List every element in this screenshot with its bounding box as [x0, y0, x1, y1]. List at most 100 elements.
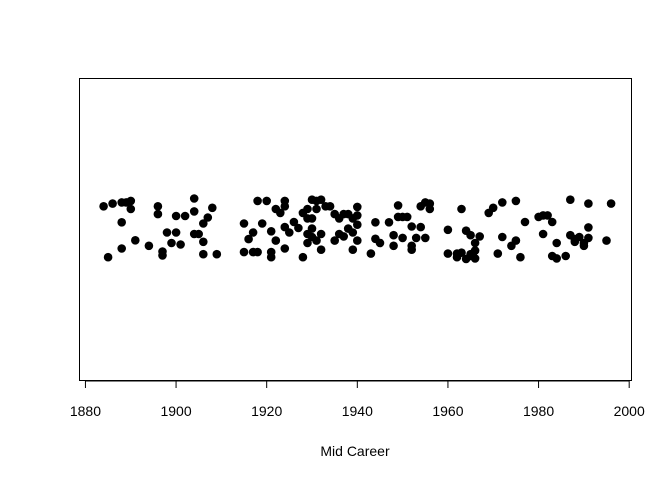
data-point: [253, 196, 262, 206]
data-point: [244, 234, 253, 244]
data-point: [280, 244, 290, 253]
data-point: [538, 229, 548, 239]
data-point: [294, 223, 303, 233]
data-point: [348, 228, 358, 237]
data-point: [339, 232, 349, 241]
data-point: [316, 229, 326, 239]
data-point: [194, 229, 203, 239]
data-point: [579, 241, 589, 251]
data-point: [248, 228, 258, 237]
data-point: [262, 196, 272, 206]
data-point: [516, 252, 525, 262]
data-point: [307, 214, 317, 223]
data-point: [547, 217, 557, 227]
data-point: [407, 241, 417, 251]
data-point: [425, 204, 435, 214]
data-point: [276, 208, 285, 218]
data-point: [316, 245, 326, 254]
data-point: [421, 233, 430, 243]
data-point: [126, 204, 136, 214]
data-point: [566, 195, 575, 204]
data-point: [371, 218, 380, 227]
data-point: [353, 202, 362, 212]
data-point: [457, 204, 466, 214]
x-tick-label: 1960: [432, 403, 463, 419]
data-point: [470, 238, 480, 248]
data-point: [584, 199, 593, 208]
data-point: [303, 204, 312, 214]
data-point: [411, 233, 421, 243]
data-point: [171, 211, 181, 221]
data-point: [498, 198, 507, 207]
data-point: [180, 211, 190, 221]
data-point: [389, 230, 398, 240]
data-point: [208, 203, 217, 213]
data-point: [561, 251, 570, 261]
data-point: [366, 249, 376, 258]
data-point: [162, 228, 172, 237]
data-point: [285, 228, 294, 237]
data-point: [575, 232, 584, 242]
data-point: [375, 238, 385, 248]
data-point: [176, 240, 185, 249]
data-point: [289, 217, 299, 227]
data-point: [353, 236, 362, 245]
data-point: [457, 248, 466, 257]
x-tick-label: 1880: [70, 403, 101, 419]
data-point: [108, 199, 117, 208]
data-point: [488, 203, 498, 213]
data-point: [389, 241, 398, 251]
data-point: [353, 220, 362, 229]
data-point: [402, 212, 412, 222]
data-point: [407, 222, 417, 231]
data-point: [398, 233, 407, 243]
data-point: [498, 232, 507, 242]
data-point: [189, 194, 199, 203]
data-point: [117, 218, 126, 227]
data-point: [189, 207, 199, 216]
x-axis: 1880 1900 1920 1940 1960 1980 2000: [70, 380, 645, 419]
data-point: [266, 252, 276, 262]
data-point: [466, 230, 475, 240]
data-point: [606, 199, 616, 208]
data-point: [584, 223, 593, 232]
data-point: [470, 254, 480, 263]
data-point: [348, 245, 358, 254]
data-point: [171, 228, 181, 237]
data-point: [239, 219, 249, 228]
data-point: [117, 244, 126, 253]
data-point: [144, 241, 154, 251]
data-point: [167, 238, 176, 248]
data-point: [475, 232, 485, 241]
data-point: [199, 249, 208, 259]
data-point: [552, 254, 561, 263]
data-point: [153, 209, 163, 219]
data-point: [584, 233, 593, 243]
data-point: [257, 219, 267, 228]
data-point: [443, 225, 453, 235]
data-point: [239, 247, 249, 257]
data-point: [312, 204, 321, 214]
data-point: [443, 249, 453, 258]
data-point: [271, 236, 281, 245]
data-point: [552, 238, 561, 248]
data-point: [543, 211, 552, 220]
data-point: [99, 202, 108, 211]
x-tick-label: 1940: [342, 403, 373, 419]
data-point: [470, 246, 480, 255]
data-point: [325, 202, 335, 211]
data-point: [511, 196, 521, 206]
data-point: [131, 236, 140, 245]
data-point: [312, 236, 321, 245]
points-layer: [99, 194, 616, 264]
data-point: [266, 227, 276, 236]
data-point: [307, 224, 317, 233]
data-point: [384, 218, 394, 227]
data-point: [330, 236, 340, 245]
data-point: [602, 236, 611, 245]
data-point: [199, 219, 208, 228]
data-point: [303, 238, 312, 248]
data-point: [212, 249, 222, 259]
x-tick-label: 1980: [523, 403, 554, 419]
